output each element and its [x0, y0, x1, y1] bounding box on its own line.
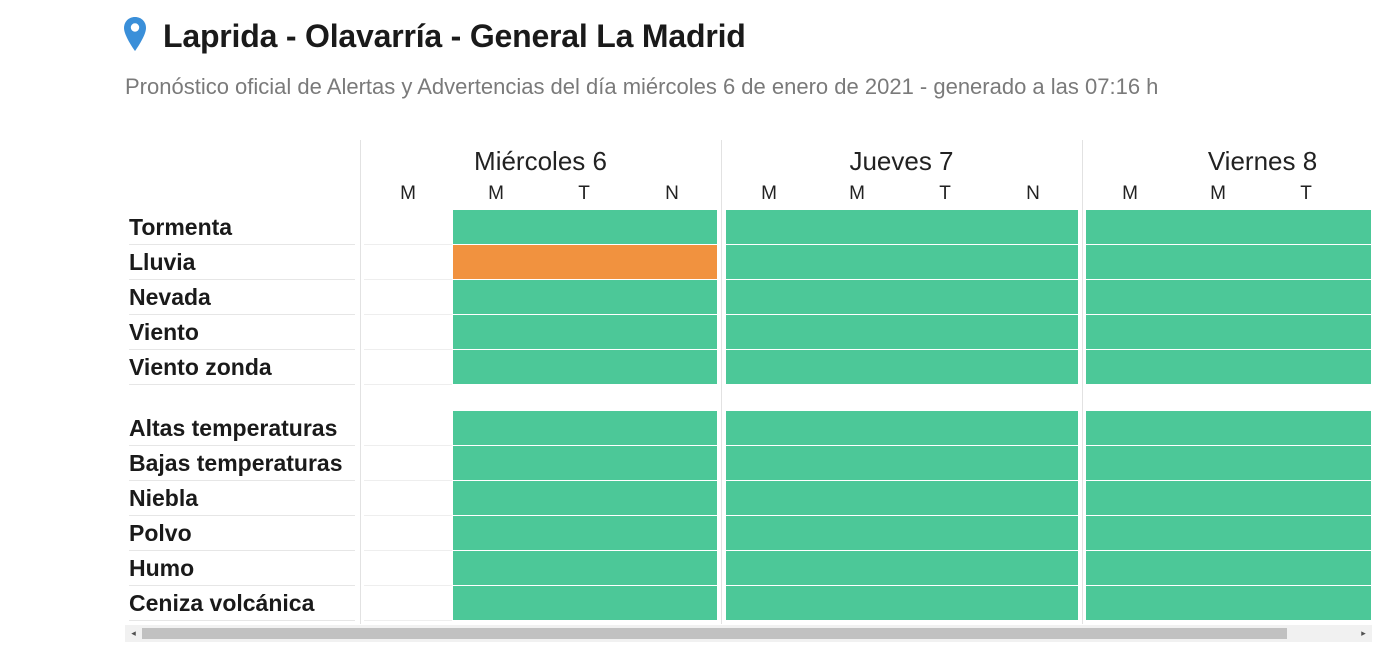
empty-cell — [364, 586, 452, 621]
alert-cell — [726, 551, 1078, 585]
alert-cell — [453, 481, 717, 515]
alert-cell — [726, 446, 1078, 480]
alert-cell — [726, 245, 1078, 279]
row-label: Bajas temperaturas — [129, 446, 355, 481]
alert-cell — [453, 586, 717, 620]
horizontal-scrollbar[interactable]: ◂ ▸ — [125, 625, 1372, 642]
row-label: Nevada — [129, 280, 355, 315]
day-header: Miércoles 6 — [474, 146, 607, 176]
empty-cell — [364, 446, 452, 481]
empty-cell — [364, 411, 452, 446]
alert-cell — [726, 210, 1078, 244]
row-label: Polvo — [129, 516, 355, 551]
period-label: T — [1300, 183, 1312, 204]
period-label: N — [1026, 183, 1040, 204]
alert-cell — [726, 411, 1078, 445]
alert-cell — [453, 245, 717, 279]
row-label: Tormenta — [129, 210, 355, 245]
empty-cell — [364, 245, 452, 280]
alert-cell — [1086, 411, 1371, 445]
scroll-left-icon[interactable]: ◂ — [131, 628, 136, 638]
alert-cell — [726, 315, 1078, 349]
alert-cell — [453, 411, 717, 445]
alert-cell — [453, 280, 717, 314]
empty-cell — [364, 280, 452, 315]
alert-cell — [1086, 481, 1371, 515]
alert-cell — [726, 350, 1078, 384]
alert-cell — [1086, 245, 1371, 279]
alert-cell — [453, 210, 717, 244]
period-label: T — [939, 183, 951, 204]
empty-cell — [364, 210, 452, 245]
page-subtitle: Pronóstico oficial de Alertas y Adverten… — [125, 74, 1159, 99]
alert-cell — [1086, 516, 1371, 550]
alert-cell — [726, 516, 1078, 550]
day-header: Jueves 7 — [849, 146, 954, 176]
alert-cell — [1086, 551, 1371, 585]
period-label: M — [1122, 183, 1138, 204]
scrollbar-thumb[interactable] — [142, 628, 1287, 639]
scroll-right-icon[interactable]: ▸ — [1361, 628, 1366, 638]
period-label: M — [761, 183, 777, 204]
alert-cell — [726, 586, 1078, 620]
period-label: M — [400, 183, 416, 204]
period-label: M — [1210, 183, 1226, 204]
empty-cell — [364, 516, 452, 551]
alert-cell — [1086, 315, 1371, 349]
alert-cell — [453, 446, 717, 480]
empty-cell — [364, 551, 452, 586]
location-pin-icon — [124, 17, 146, 51]
alert-cell — [1086, 280, 1371, 314]
row-label: Humo — [129, 551, 355, 586]
row-label: Viento — [129, 315, 355, 350]
alert-cell — [1086, 210, 1371, 244]
alert-cell — [453, 350, 717, 384]
alert-cell — [453, 551, 717, 585]
alert-cell — [1086, 350, 1371, 384]
column-divider — [360, 140, 361, 624]
period-label: N — [665, 183, 679, 204]
alert-cell — [726, 481, 1078, 515]
page-title: Laprida - Olavarría - General La Madrid — [163, 18, 746, 54]
period-label: M — [488, 183, 504, 204]
period-label: T — [578, 183, 590, 204]
row-label: Niebla — [129, 481, 355, 516]
alert-cell — [1086, 446, 1371, 480]
alert-cell — [453, 516, 717, 550]
alert-cell — [726, 280, 1078, 314]
day-header: Viernes 8 — [1207, 146, 1318, 176]
empty-cell — [364, 315, 452, 350]
row-label: Lluvia — [129, 245, 355, 280]
alert-cell — [453, 315, 717, 349]
row-label: Altas temperaturas — [129, 411, 355, 446]
column-divider — [1082, 140, 1083, 624]
empty-cell — [364, 481, 452, 516]
empty-cell — [364, 350, 452, 385]
row-label: Ceniza volcánica — [129, 586, 355, 621]
row-label: Viento zonda — [129, 350, 355, 385]
column-divider — [721, 140, 722, 624]
period-label: M — [849, 183, 865, 204]
alert-cell — [1086, 586, 1371, 620]
